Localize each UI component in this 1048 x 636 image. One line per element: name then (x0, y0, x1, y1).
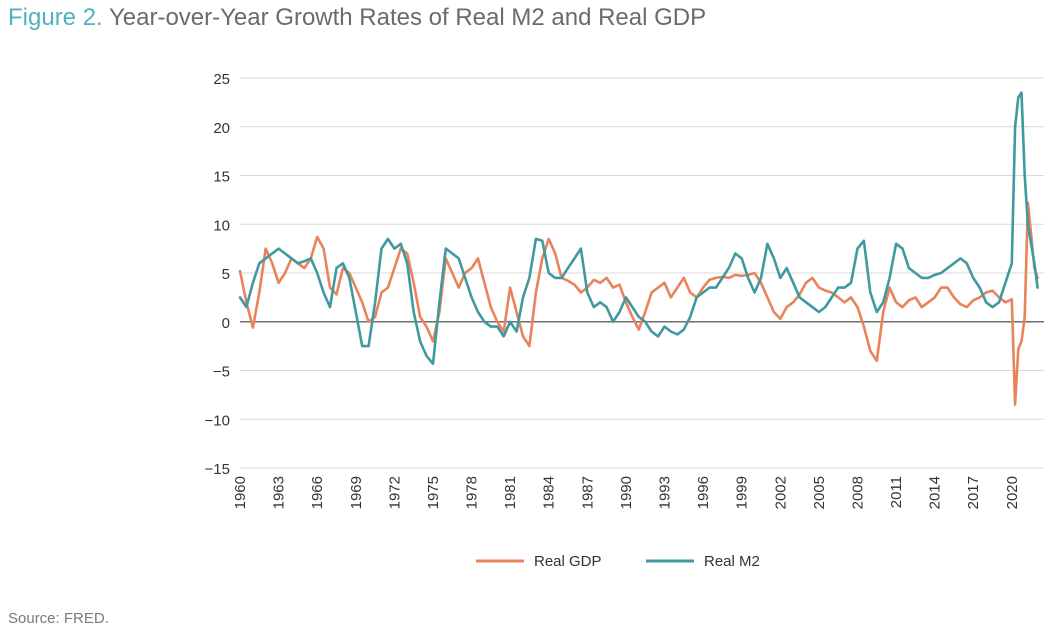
x-tick-label: 1975 (425, 476, 442, 509)
y-tick-label: 25 (213, 71, 230, 88)
y-tick-label: 10 (213, 217, 230, 234)
y-tick-label: 15 (213, 169, 230, 186)
y-tick-label: 0 (222, 315, 230, 332)
x-tick-label: 2014 (927, 476, 944, 509)
x-tick-label: 1999 (734, 476, 751, 509)
x-tick-label: 2020 (1004, 476, 1021, 509)
legend-label-real-m2: Real M2 (704, 553, 760, 570)
y-axis: 25 20 15 10 5 0 −5 −10 −15 (205, 71, 230, 478)
x-tick-label: 2017 (965, 476, 982, 509)
x-tick-label: 1960 (232, 476, 249, 509)
series-lines (238, 91, 1039, 406)
x-tick-label: 1978 (464, 476, 481, 509)
y-tick-label: 20 (213, 120, 230, 137)
y-tick-label: −5 (213, 364, 230, 381)
x-tick-label: 1969 (348, 476, 365, 509)
x-tick-label: 1987 (579, 476, 596, 509)
x-tick-label: 2011 (888, 476, 905, 508)
title-text: Year-over-Year Growth Rates of Real M2 a… (108, 4, 707, 31)
x-tick-label: 1984 (541, 476, 558, 509)
chart-title: Figure 2. Year-over-Year Growth Rates of… (8, 4, 706, 32)
y-tick-label: 5 (222, 266, 230, 283)
series-line-real-m2 (238, 91, 1039, 366)
x-tick-label: 1993 (657, 476, 674, 509)
x-tick-label: 1996 (695, 476, 712, 509)
series-line-real-gdp (238, 201, 1039, 406)
x-tick-label: 1990 (618, 476, 635, 509)
x-axis: 1960 1963 1966 1969 1972 1975 1978 1981 1984 1987… (232, 476, 1021, 509)
source-note: Source: FRED. (8, 610, 109, 627)
y-tick-label: −15 (205, 461, 230, 478)
legend-label-real-gdp: Real GDP (534, 553, 602, 570)
x-tick-label: 1981 (502, 476, 519, 509)
x-tick-label: 1963 (271, 476, 288, 509)
x-tick-label: 2002 (772, 476, 789, 509)
x-tick-label: 2005 (811, 476, 828, 509)
legend: Real GDP Real M2 (476, 553, 760, 570)
x-tick-label: 2008 (849, 476, 866, 509)
x-tick-label: 1966 (309, 476, 326, 509)
y-tick-label: −10 (205, 412, 230, 429)
gridlines (240, 77, 1044, 469)
figure-label: Figure 2. (8, 4, 103, 31)
x-tick-label: 1972 (386, 476, 403, 509)
